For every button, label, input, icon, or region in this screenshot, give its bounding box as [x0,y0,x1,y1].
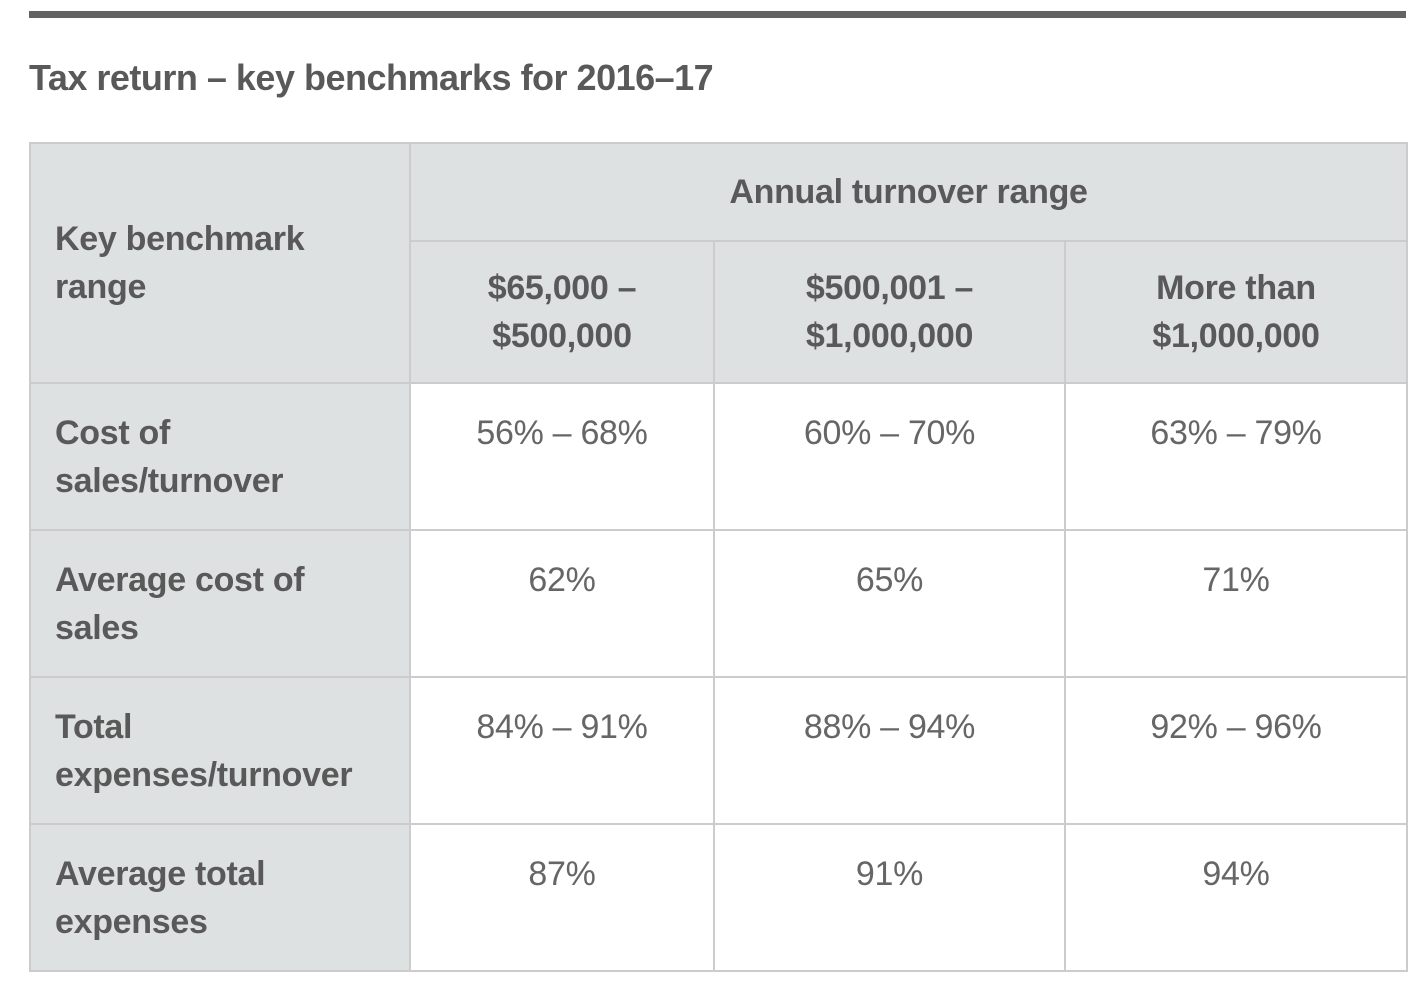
row-header-cell: Average total expenses [29,823,411,973]
corner-header-cell: Key benchmark range [29,142,411,385]
table-row-total-expenses: Total expenses/turnover 84% – 91% 88% – … [29,676,1409,826]
value-cell: 63% – 79% [1063,382,1409,532]
row-header-cell: Total expenses/turnover [29,676,411,826]
value-cell: 84% – 91% [409,676,715,826]
column-header-cell-turnover-mid: $500,001 – $1,000,000 [713,240,1066,385]
value-cell: 91% [713,823,1066,973]
value-cell: 92% – 96% [1063,676,1409,826]
column-header-cell-turnover-high: More than $1,000,000 [1063,240,1409,385]
table-row-average-total-expenses: Average total expenses 87% 91% 94% [29,823,1409,973]
row-header-cell: Average cost of sales [29,529,411,679]
group-header-cell: Annual turnover range [408,142,1409,243]
row-header-cell: Cost of sales/turnover [29,382,411,532]
table-row-cost-of-sales: Cost of sales/turnover 56% – 68% 60% – 7… [29,382,1409,532]
value-cell: 94% [1063,823,1409,973]
table-row-average-cost-of-sales: Average cost of sales 62% 65% 71% [29,529,1409,679]
table-column-header-row: $65,000 – $500,000 $500,001 – $1,000,000… [30,240,1409,385]
value-cell: 60% – 70% [713,382,1066,532]
value-cell: 71% [1063,529,1409,679]
top-accent-bar [29,11,1406,18]
value-cell: 56% – 68% [409,382,715,532]
column-header-cell-turnover-low: $65,000 – $500,000 [409,240,715,385]
value-cell: 65% [713,529,1066,679]
value-cell: 87% [409,823,715,973]
value-cell: 88% – 94% [713,676,1066,826]
value-cell: 62% [409,529,715,679]
page-title: Tax return – key benchmarks for 2016–17 [29,57,714,98]
benchmarks-table: Key benchmark range Annual turnover rang… [29,142,1409,973]
table-group-header-row: Key benchmark range Annual turnover rang… [29,142,1409,385]
